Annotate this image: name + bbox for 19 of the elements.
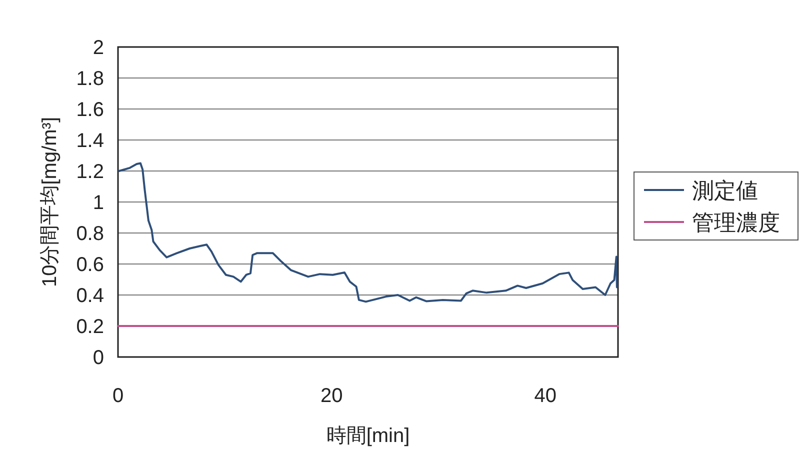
legend-label: 管理濃度 (692, 210, 780, 235)
y-tick-label: 0.6 (76, 254, 104, 276)
x-tick-label: 0 (112, 385, 124, 407)
legend-label: 測定値 (692, 178, 758, 203)
y-tick-label: 2 (92, 37, 104, 59)
x-tick-label: 40 (534, 385, 556, 407)
y-tick-label: 1.8 (76, 68, 104, 90)
x-axis-title: 時間[min] (326, 425, 410, 447)
y-tick-label: 1.6 (76, 99, 104, 121)
y-tick-label: 0.8 (76, 223, 104, 245)
y-tick-label: 1.2 (76, 161, 104, 183)
x-tick-label: 20 (320, 385, 343, 407)
y-tick-label: 0.2 (76, 316, 104, 338)
y-tick-label: 0 (92, 347, 104, 369)
y-tick-label: 1.4 (76, 130, 104, 152)
y-tick-label: 1 (92, 192, 104, 214)
y-tick-label: 0.4 (76, 285, 104, 307)
y-axis-title: 10分間平均[mg/m³] (39, 116, 61, 288)
line-series (118, 162, 618, 303)
